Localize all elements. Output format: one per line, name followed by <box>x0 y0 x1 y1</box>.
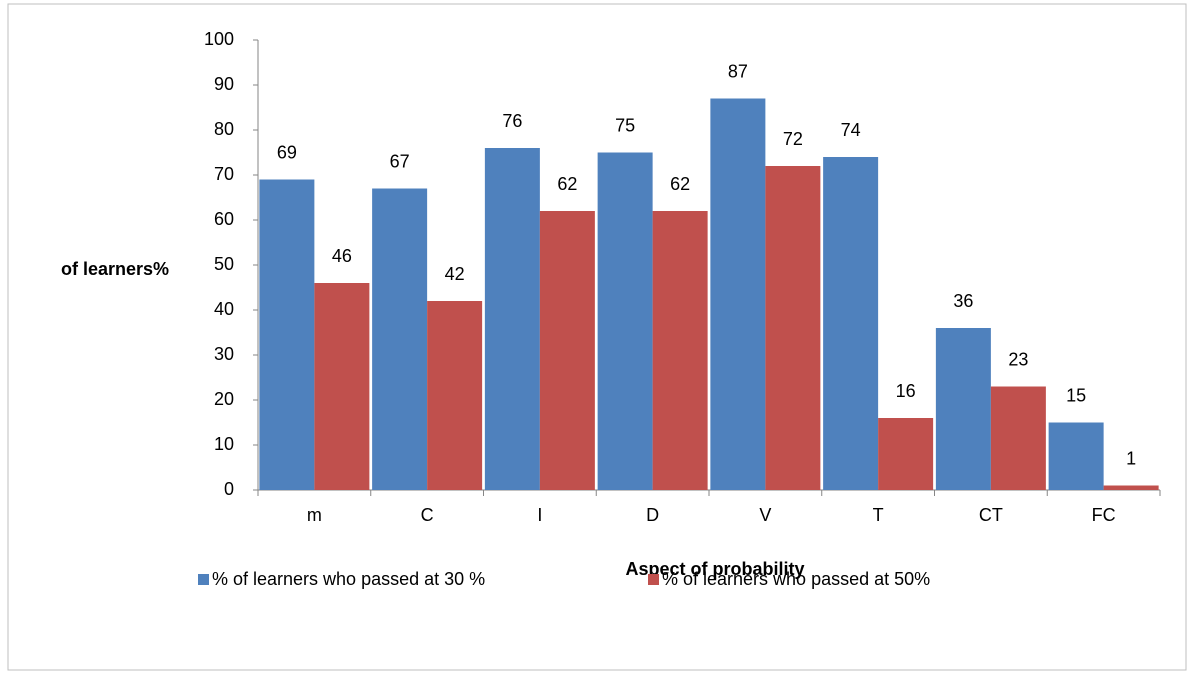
data-label: 23 <box>1008 349 1028 369</box>
data-label: 62 <box>670 174 690 194</box>
y-tick-label: 100 <box>204 29 234 49</box>
bar <box>710 98 766 490</box>
data-label: 62 <box>557 174 577 194</box>
y-tick-label: 20 <box>214 389 234 409</box>
bar <box>372 188 428 490</box>
bar <box>597 152 653 490</box>
data-label: 72 <box>783 129 803 149</box>
legend-swatch <box>198 574 209 585</box>
y-tick-label: 70 <box>214 164 234 184</box>
data-label: 42 <box>445 264 465 284</box>
chart-border <box>7 3 1187 671</box>
legend-label: % of learners who passed at 50% <box>662 569 930 589</box>
y-tick-label: 30 <box>214 344 234 364</box>
y-tick-label: 10 <box>214 434 234 454</box>
x-tick-label: D <box>646 505 659 525</box>
y-axis-label: of learners% <box>61 259 169 279</box>
y-tick-label: 80 <box>214 119 234 139</box>
bar <box>990 386 1046 490</box>
data-label: 15 <box>1066 385 1086 405</box>
y-tick-label: 60 <box>214 209 234 229</box>
bar <box>878 418 934 490</box>
bar <box>484 148 540 490</box>
x-axis-label: Aspect of probability <box>625 559 804 579</box>
x-tick-label: V <box>759 505 771 525</box>
bar <box>652 211 708 490</box>
bar <box>935 328 991 490</box>
data-label: 76 <box>502 111 522 131</box>
bar <box>1103 485 1159 490</box>
bar <box>259 179 315 490</box>
data-label: 46 <box>332 246 352 266</box>
x-tick-label: C <box>421 505 434 525</box>
bar <box>823 157 879 490</box>
data-label: 74 <box>841 120 861 140</box>
x-tick-label: I <box>537 505 542 525</box>
y-tick-label: 40 <box>214 299 234 319</box>
x-tick-label: T <box>873 505 884 525</box>
x-tick-label: m <box>307 505 322 525</box>
y-tick-label: 0 <box>224 479 234 499</box>
y-tick-label: 50 <box>214 254 234 274</box>
legend-swatch <box>648 574 659 585</box>
bar <box>1048 422 1104 490</box>
bar <box>314 283 370 490</box>
data-label: 67 <box>390 151 410 171</box>
x-tick-label: FC <box>1092 505 1116 525</box>
data-label: 16 <box>896 381 916 401</box>
y-tick-label: 90 <box>214 74 234 94</box>
data-label: 69 <box>277 142 297 162</box>
x-tick-label: CT <box>979 505 1003 525</box>
bar <box>765 166 821 490</box>
data-label: 1 <box>1126 448 1136 468</box>
data-label: 36 <box>953 291 973 311</box>
data-label: 87 <box>728 61 748 81</box>
data-label: 75 <box>615 115 635 135</box>
bar <box>539 211 595 490</box>
legend-label: % of learners who passed at 30 % <box>212 569 485 589</box>
bar <box>427 301 483 490</box>
